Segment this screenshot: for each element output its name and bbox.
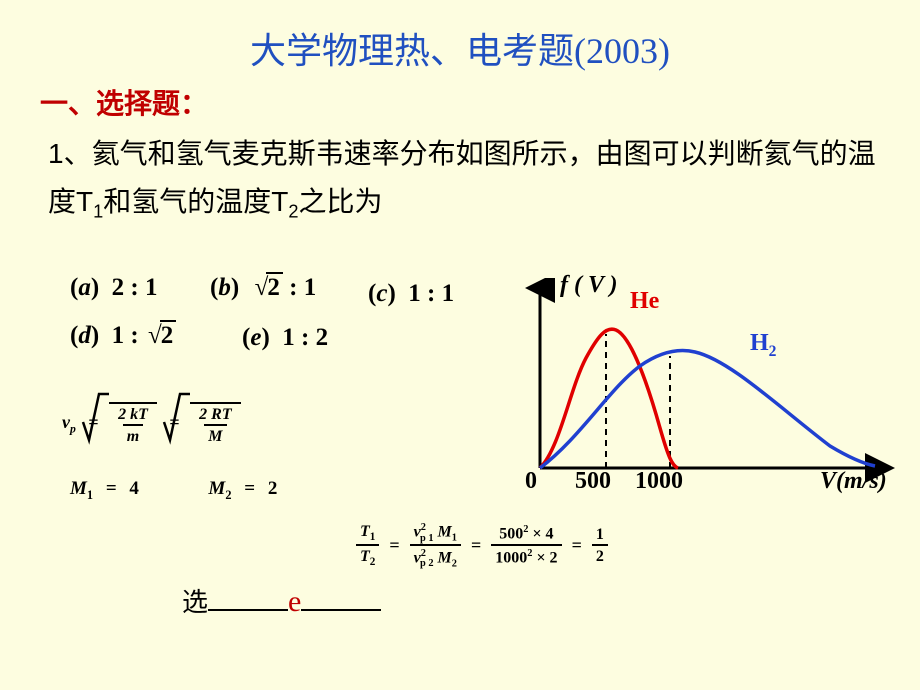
option-b-label: (b) (210, 274, 239, 301)
option-a: (a) 2 : 1 (70, 274, 157, 302)
vp-sub: p (70, 423, 76, 436)
equals-sign: = (461, 535, 491, 556)
option-a-label: (a) (70, 274, 99, 301)
sqrt2-numerator: 2 RT (196, 406, 234, 424)
equals-sign: = (236, 478, 263, 499)
option-e-label: (e) (242, 324, 270, 351)
sqrt2-denominator: M (204, 424, 226, 446)
option-e-value: 1 : 2 (282, 324, 328, 351)
m1-sub: 1 (87, 488, 93, 502)
section-header: 一、选择题： (40, 82, 920, 122)
vpm-ratio: v2p 1 M1 v2p 2 M2 (410, 522, 461, 569)
sqrt1-numerator: 2 kT (115, 406, 151, 424)
page-title: 大学物理热、电考题(2003) (0, 0, 920, 74)
option-e: (e) 1 : 2 (242, 324, 328, 352)
question-mid: 和氢气的温度T (103, 186, 288, 217)
m-values: M1 = 4 M2 = 2 (70, 478, 277, 503)
curve-h2 (540, 351, 875, 468)
equals-sign: = (98, 478, 125, 499)
option-b-tail: : 1 (283, 274, 316, 301)
t2-subscript: 2 (288, 201, 298, 221)
x-axis-label: V(m/s) (820, 468, 887, 495)
m2-val: 2 (268, 478, 278, 499)
t1-subscript: 1 (93, 201, 103, 221)
question-post: 之比为 (298, 186, 382, 217)
tick-1000: 1000 (635, 468, 683, 495)
sqrt-icon: 2 (252, 274, 283, 302)
sqrt-large-icon: 2 RT M (192, 402, 240, 446)
equals-sign: = (379, 535, 409, 556)
option-b: (b) 2 : 1 (210, 274, 316, 302)
answer-label: 选 (182, 588, 208, 617)
sqrt-large-icon: 2 kT m (111, 402, 157, 446)
result-ratio: 1 2 (592, 526, 608, 566)
question-text: 1、氦气和氢气麦克斯韦速率分布如图所示，由图可以判断氦气的温度T1和氢气的温度T… (48, 130, 880, 227)
tick-0: 0 (525, 468, 537, 495)
distribution-chart: f ( V ) He H2 0 500 1000 V(m/s) (520, 278, 900, 508)
h2-label: H2 (750, 330, 776, 361)
option-c: (c) 1 : 1 (368, 280, 454, 308)
option-a-value: 2 : 1 (112, 274, 158, 301)
sqrt-icon: 2 (145, 322, 176, 350)
m1-val: 4 (129, 478, 139, 499)
option-c-value: 1 : 1 (408, 280, 454, 307)
option-d: (d) 1 : 2 (70, 322, 176, 350)
ratio-formula: T1 T2 = v2p 1 M1 v2p 2 M2 = 5002 × 4 100… (356, 522, 608, 569)
answer-line: 选e (182, 582, 381, 619)
answer-value: e (288, 585, 301, 618)
m2-sym: M (208, 478, 225, 499)
underline (301, 582, 381, 611)
t-ratio: T1 T2 (356, 523, 379, 567)
formula-vp: vp = 2 kT m = 2 RT M (62, 402, 241, 446)
calc-ratio: 5002 × 4 10002 × 2 (491, 524, 561, 567)
he-label: He (630, 288, 659, 315)
y-axis-label: f ( V ) (560, 272, 618, 299)
option-d-pre: 1 : (112, 322, 145, 349)
m2-sub: 2 (225, 488, 231, 502)
equals-sign: = (562, 535, 592, 556)
vp-v: v (62, 412, 70, 432)
underline (208, 582, 288, 611)
option-d-label: (d) (70, 322, 99, 349)
tick-500: 500 (575, 468, 611, 495)
sqrt1-denominator: m (123, 424, 143, 446)
option-c-label: (c) (368, 280, 396, 307)
m1-sym: M (70, 478, 87, 499)
